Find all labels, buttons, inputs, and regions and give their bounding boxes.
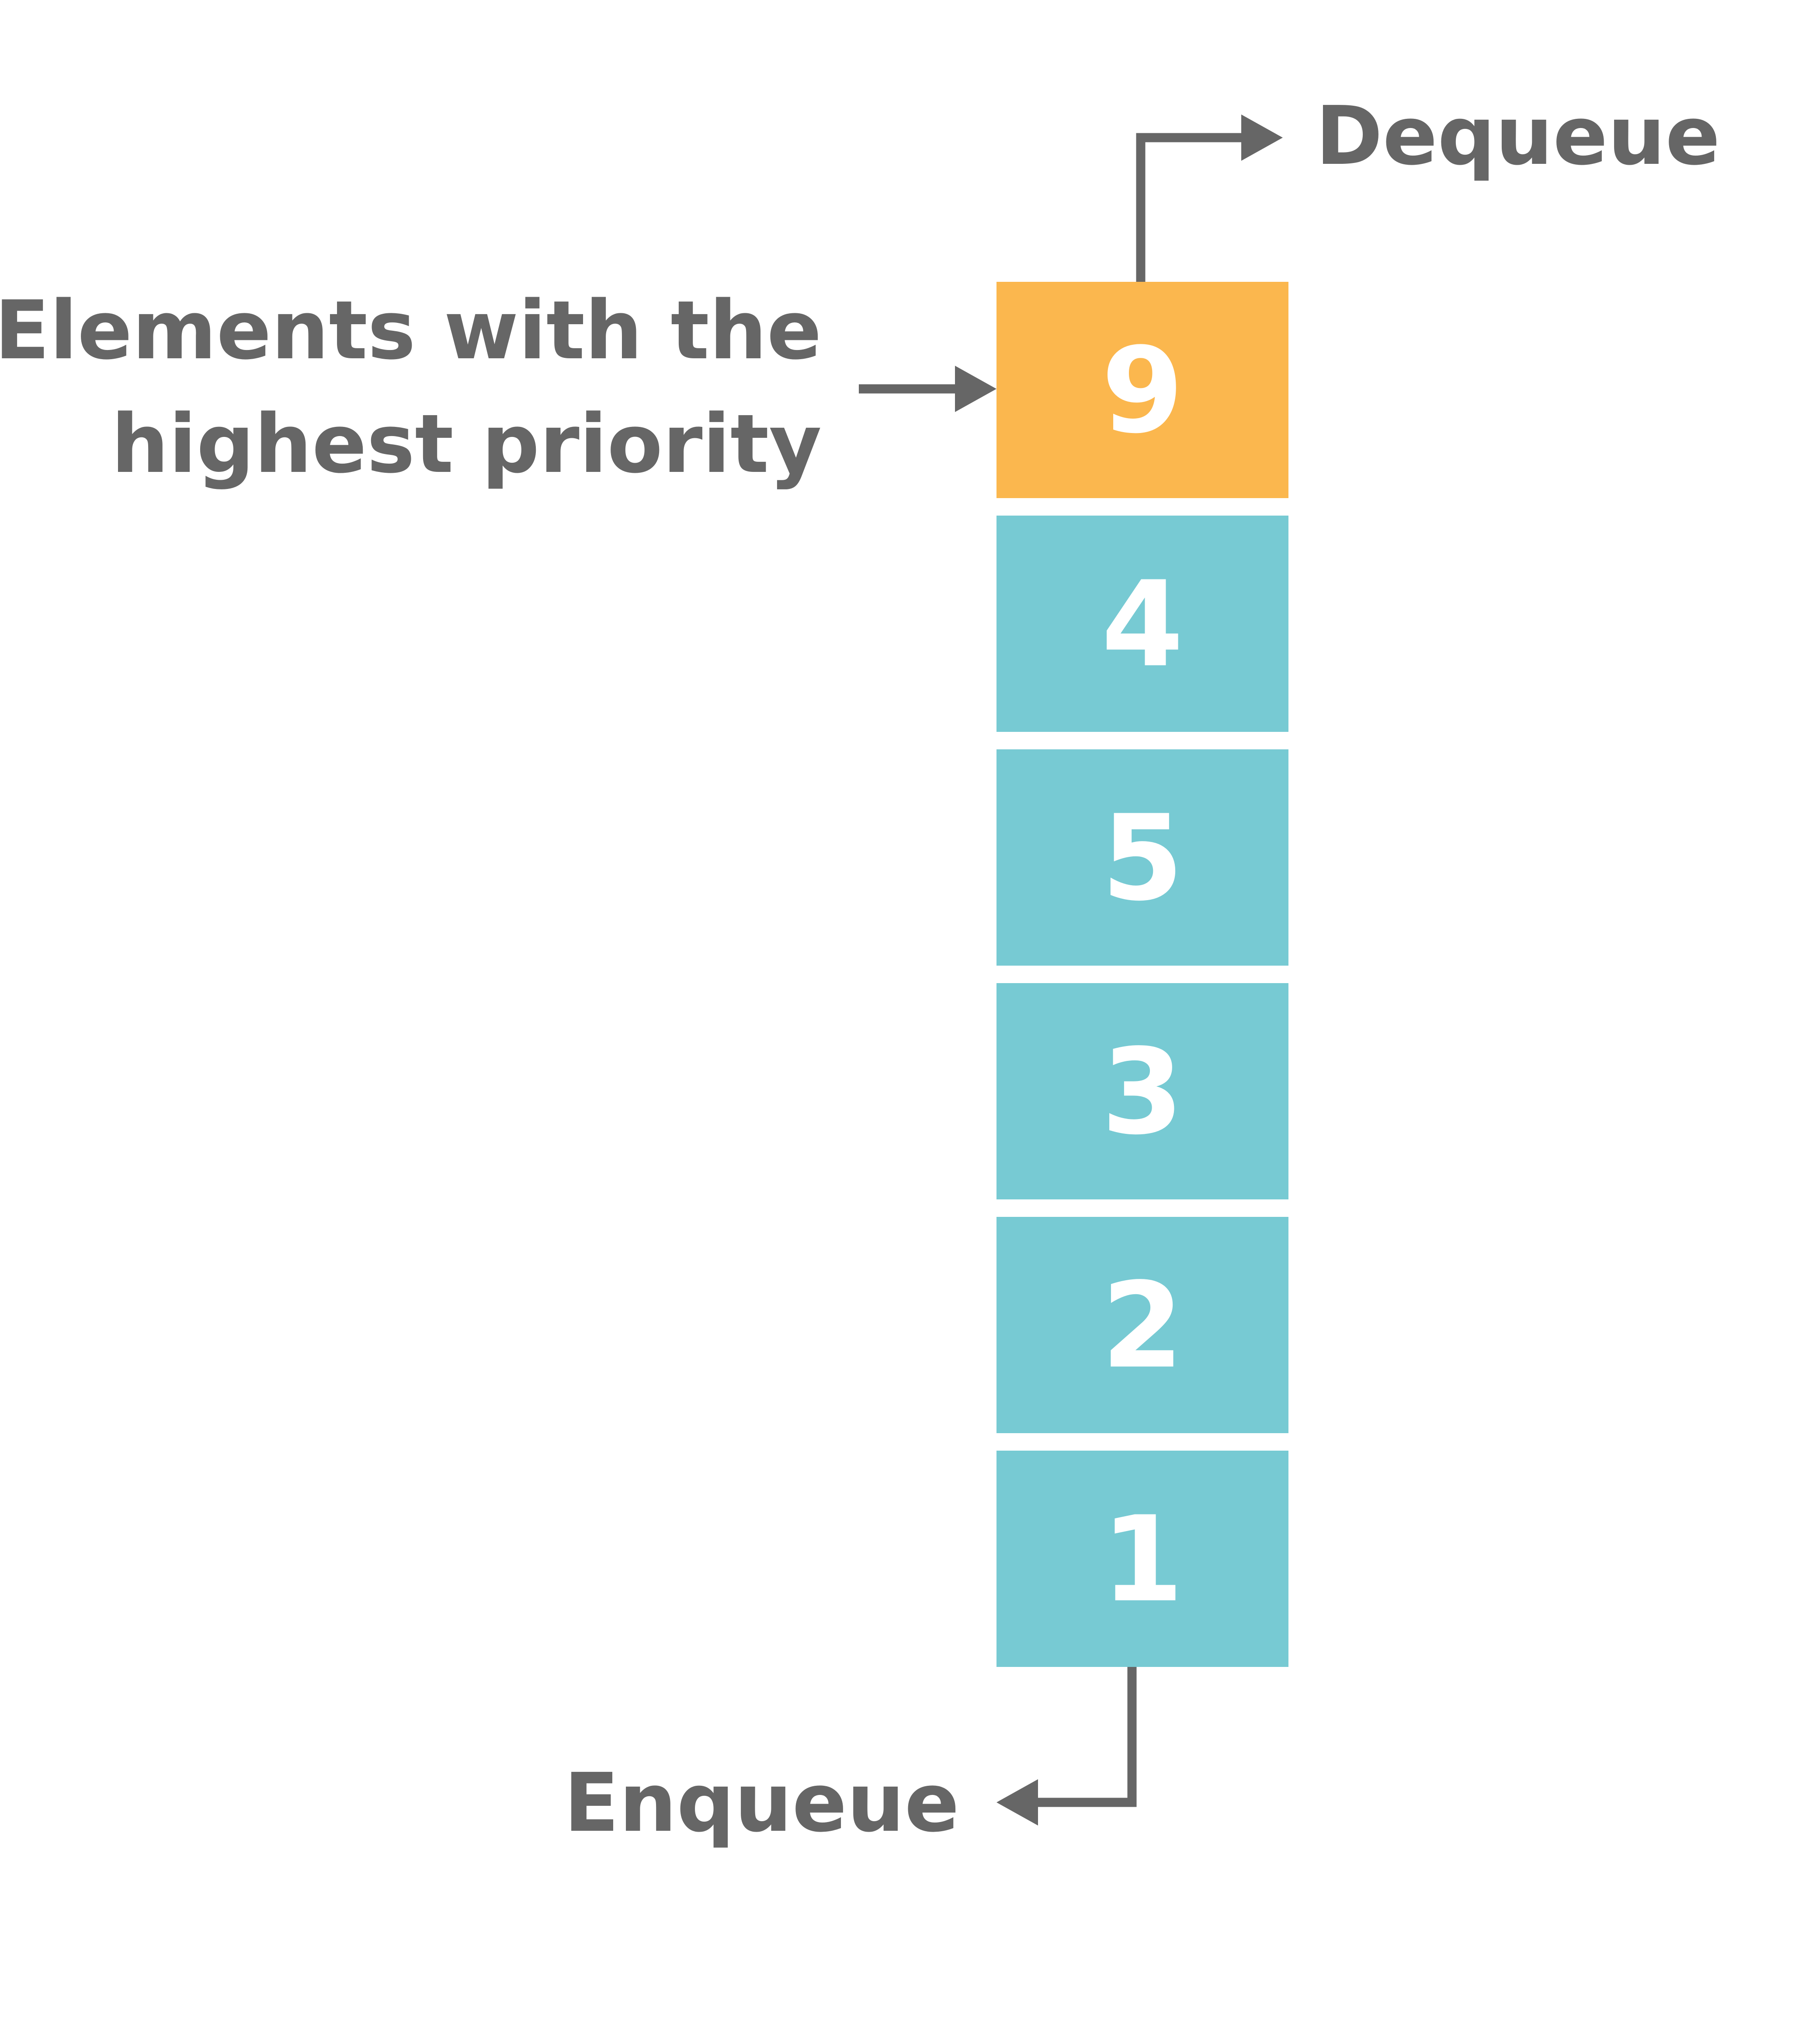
queue-cell: [996, 516, 1288, 732]
queue-cell: [996, 1451, 1288, 1667]
queue-cell: [996, 749, 1288, 966]
queue-cell-value: 9: [1101, 322, 1184, 460]
queue-cell-value: 2: [1101, 1257, 1184, 1395]
queue-stack: 9 4 5 3 2 1: [996, 282, 1288, 1667]
dequeue-label: Dequeue: [1316, 89, 1720, 183]
queue-cell-value: 5: [1101, 790, 1184, 927]
queue-cell: [996, 983, 1288, 1199]
dequeue-arrow: [1136, 114, 1283, 282]
queue-cell-value: 1: [1101, 1491, 1184, 1628]
enqueue-arrow: [996, 1660, 1137, 1826]
queue-cell: [996, 1217, 1288, 1433]
queue-cell-value: 4: [1101, 556, 1184, 693]
highest-priority-label-line1: Elements with the: [0, 283, 822, 378]
highest-priority-label-line2: highest priority: [111, 397, 822, 491]
queue-cell-highest: [996, 282, 1288, 498]
queue-cell-value: 3: [1101, 1023, 1184, 1161]
highest-priority-arrow: [859, 366, 996, 412]
enqueue-label: Enqueue: [564, 1756, 959, 1850]
